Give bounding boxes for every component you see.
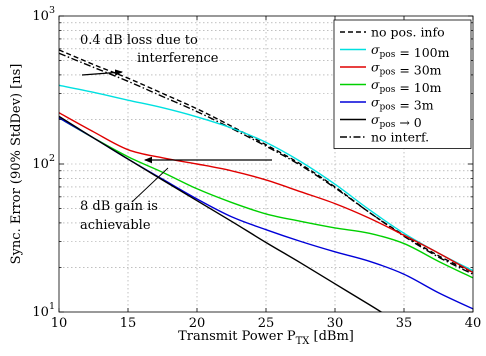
x-tick-label: 40 <box>465 316 482 331</box>
series-lines <box>59 49 473 312</box>
annotation-interference-line1: 0.4 dB loss due to <box>80 33 198 48</box>
series-line-3 <box>59 117 473 279</box>
axis-ticks: 10 15 20 25 30 35 40 101 102 103 <box>32 5 481 331</box>
legend-entry-1: σpos = 100m <box>371 42 450 60</box>
legend-entry-2: σpos = 30m <box>371 60 442 78</box>
annotation-gain: 8 dB gain is achievable <box>80 156 272 233</box>
series-line-6 <box>59 52 473 275</box>
annotation-interference-line2: interference <box>137 51 219 66</box>
annotation-gain-line2: achievable <box>80 218 151 233</box>
series-line-1 <box>59 84 473 272</box>
legend-entry-4: σpos = 3m <box>371 95 434 113</box>
y-axis-label: Sync. Error (90% StdDev) [ns] <box>9 64 24 265</box>
annotation-gain-line1: 8 dB gain is <box>80 199 158 214</box>
x-axis-label: Transmit Power PTX [dBm] <box>178 329 354 347</box>
legend-entry-0: no pos. info <box>371 25 445 40</box>
series-line-2 <box>59 112 473 274</box>
y-tick-label: 103 <box>32 5 55 24</box>
x-tick-label: 30 <box>327 316 344 331</box>
y-tick-label: 102 <box>32 153 55 172</box>
series-line-5 <box>59 115 383 312</box>
x-tick-label: 25 <box>258 316 275 331</box>
x-tick-label: 20 <box>189 316 206 331</box>
x-tick-label: 10 <box>51 316 68 331</box>
gain-pointer <box>131 167 169 203</box>
interference-arrow <box>81 69 123 76</box>
annotation-interference: 0.4 dB loss due to interference <box>80 33 219 76</box>
y-tick-label: 101 <box>32 301 55 320</box>
x-tick-label: 35 <box>396 316 413 331</box>
legend-entry-5: σpos → 0 <box>371 112 422 130</box>
legend-entry-3: σpos = 10m <box>371 77 442 95</box>
legend-entry-6: no interf. <box>371 130 429 145</box>
x-tick-label: 15 <box>120 316 137 331</box>
